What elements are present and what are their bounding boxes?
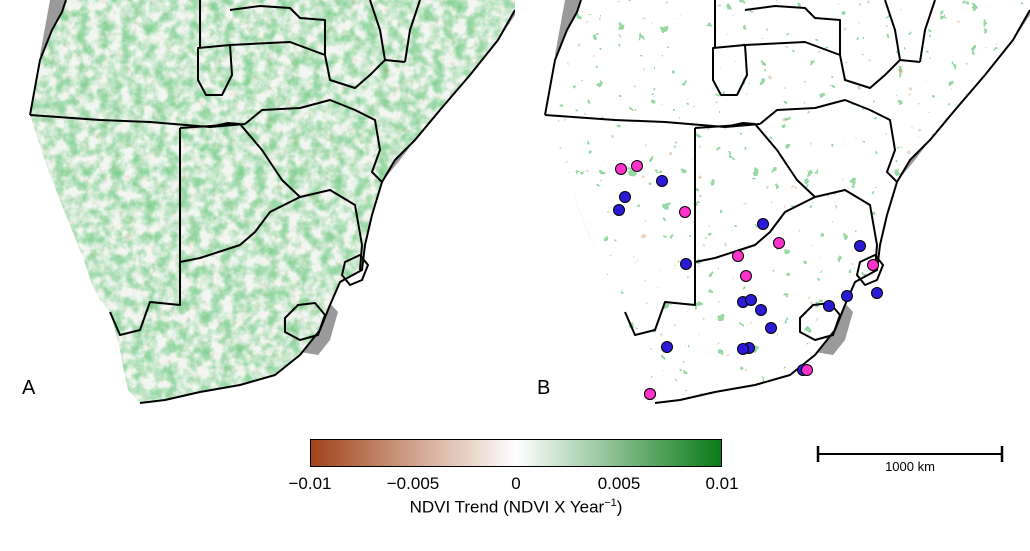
country-border [759, 99, 898, 183]
scale-bar-label: 1000 km [885, 459, 935, 474]
country-border [229, 41, 406, 89]
site-marker-magenta [773, 237, 785, 249]
site-marker-blue [765, 322, 777, 334]
significant-trend-raster [545, 0, 1030, 403]
country-border [369, 0, 386, 61]
site-marker-blue [854, 240, 866, 252]
colorbar [310, 439, 722, 467]
country-border [856, 254, 884, 286]
colorbar-title-close: ) [616, 497, 623, 517]
country-border [109, 128, 181, 336]
site-marker-blue [619, 191, 631, 203]
site-marker-magenta [679, 206, 691, 218]
colorbar-tick-label: −0.01 [288, 474, 332, 493]
country-border [694, 123, 878, 271]
site-marker-blue [680, 258, 692, 270]
colorbar-tick-label: 0.005 [597, 474, 641, 493]
scale-bar [816, 446, 1004, 462]
site-marker-blue [871, 287, 883, 299]
country-border [209, 122, 241, 128]
country-border [29, 0, 67, 116]
country-border [179, 123, 363, 271]
site-marker-blue [737, 343, 749, 355]
site-marker-blue [841, 290, 853, 302]
country-border [244, 99, 383, 183]
colorbar-tick-label: 0.01 [705, 474, 739, 493]
site-marker-magenta [740, 270, 752, 282]
site-marker-blue [745, 294, 757, 306]
country-border [404, 0, 421, 63]
country-border [744, 41, 921, 89]
country-border [884, 0, 901, 61]
site-marker-magenta [644, 388, 656, 400]
site-marker-magenta [615, 163, 627, 175]
ndvi-trend-map-a: A [22, 0, 515, 404]
country-border [544, 0, 582, 116]
colorbar-tick-label: −0.005 [386, 474, 440, 493]
colorbar-tick-label: 0 [511, 474, 521, 493]
site-marker-magenta [732, 250, 744, 262]
country-border [229, 5, 326, 55]
country-border [341, 254, 369, 286]
panel-label-b: B [537, 377, 550, 399]
country-border [139, 9, 515, 404]
site-marker-blue [757, 218, 769, 230]
site-marker-blue [613, 204, 625, 216]
ndvi-trend-map-b: B [537, 0, 1030, 404]
colorbar-title-main: NDVI Trend (NDVI X Year [409, 497, 605, 517]
site-marker-blue [656, 175, 668, 187]
country-borders [544, 0, 1030, 404]
site-marker-blue [661, 341, 673, 353]
trend-raster [30, 0, 515, 403]
country-border [724, 122, 756, 128]
colorbar-title-exponent: −1 [604, 497, 617, 509]
site-marker-magenta [867, 259, 879, 271]
country-border [624, 128, 696, 336]
country-borders [29, 0, 515, 404]
site-marker-magenta [631, 160, 643, 172]
colorbar-title: NDVI Trend (NDVI X Year−1) [410, 497, 623, 518]
country-border [694, 196, 816, 263]
country-border [654, 9, 1030, 404]
field-sites [613, 160, 883, 400]
panel-label-a: A [22, 377, 36, 399]
country-border [179, 196, 301, 263]
site-marker-blue [755, 304, 767, 316]
site-marker-magenta [801, 364, 813, 376]
country-border [919, 0, 936, 63]
colorbar-gradient [310, 439, 722, 467]
country-border [744, 5, 841, 55]
site-marker-blue [823, 300, 835, 312]
